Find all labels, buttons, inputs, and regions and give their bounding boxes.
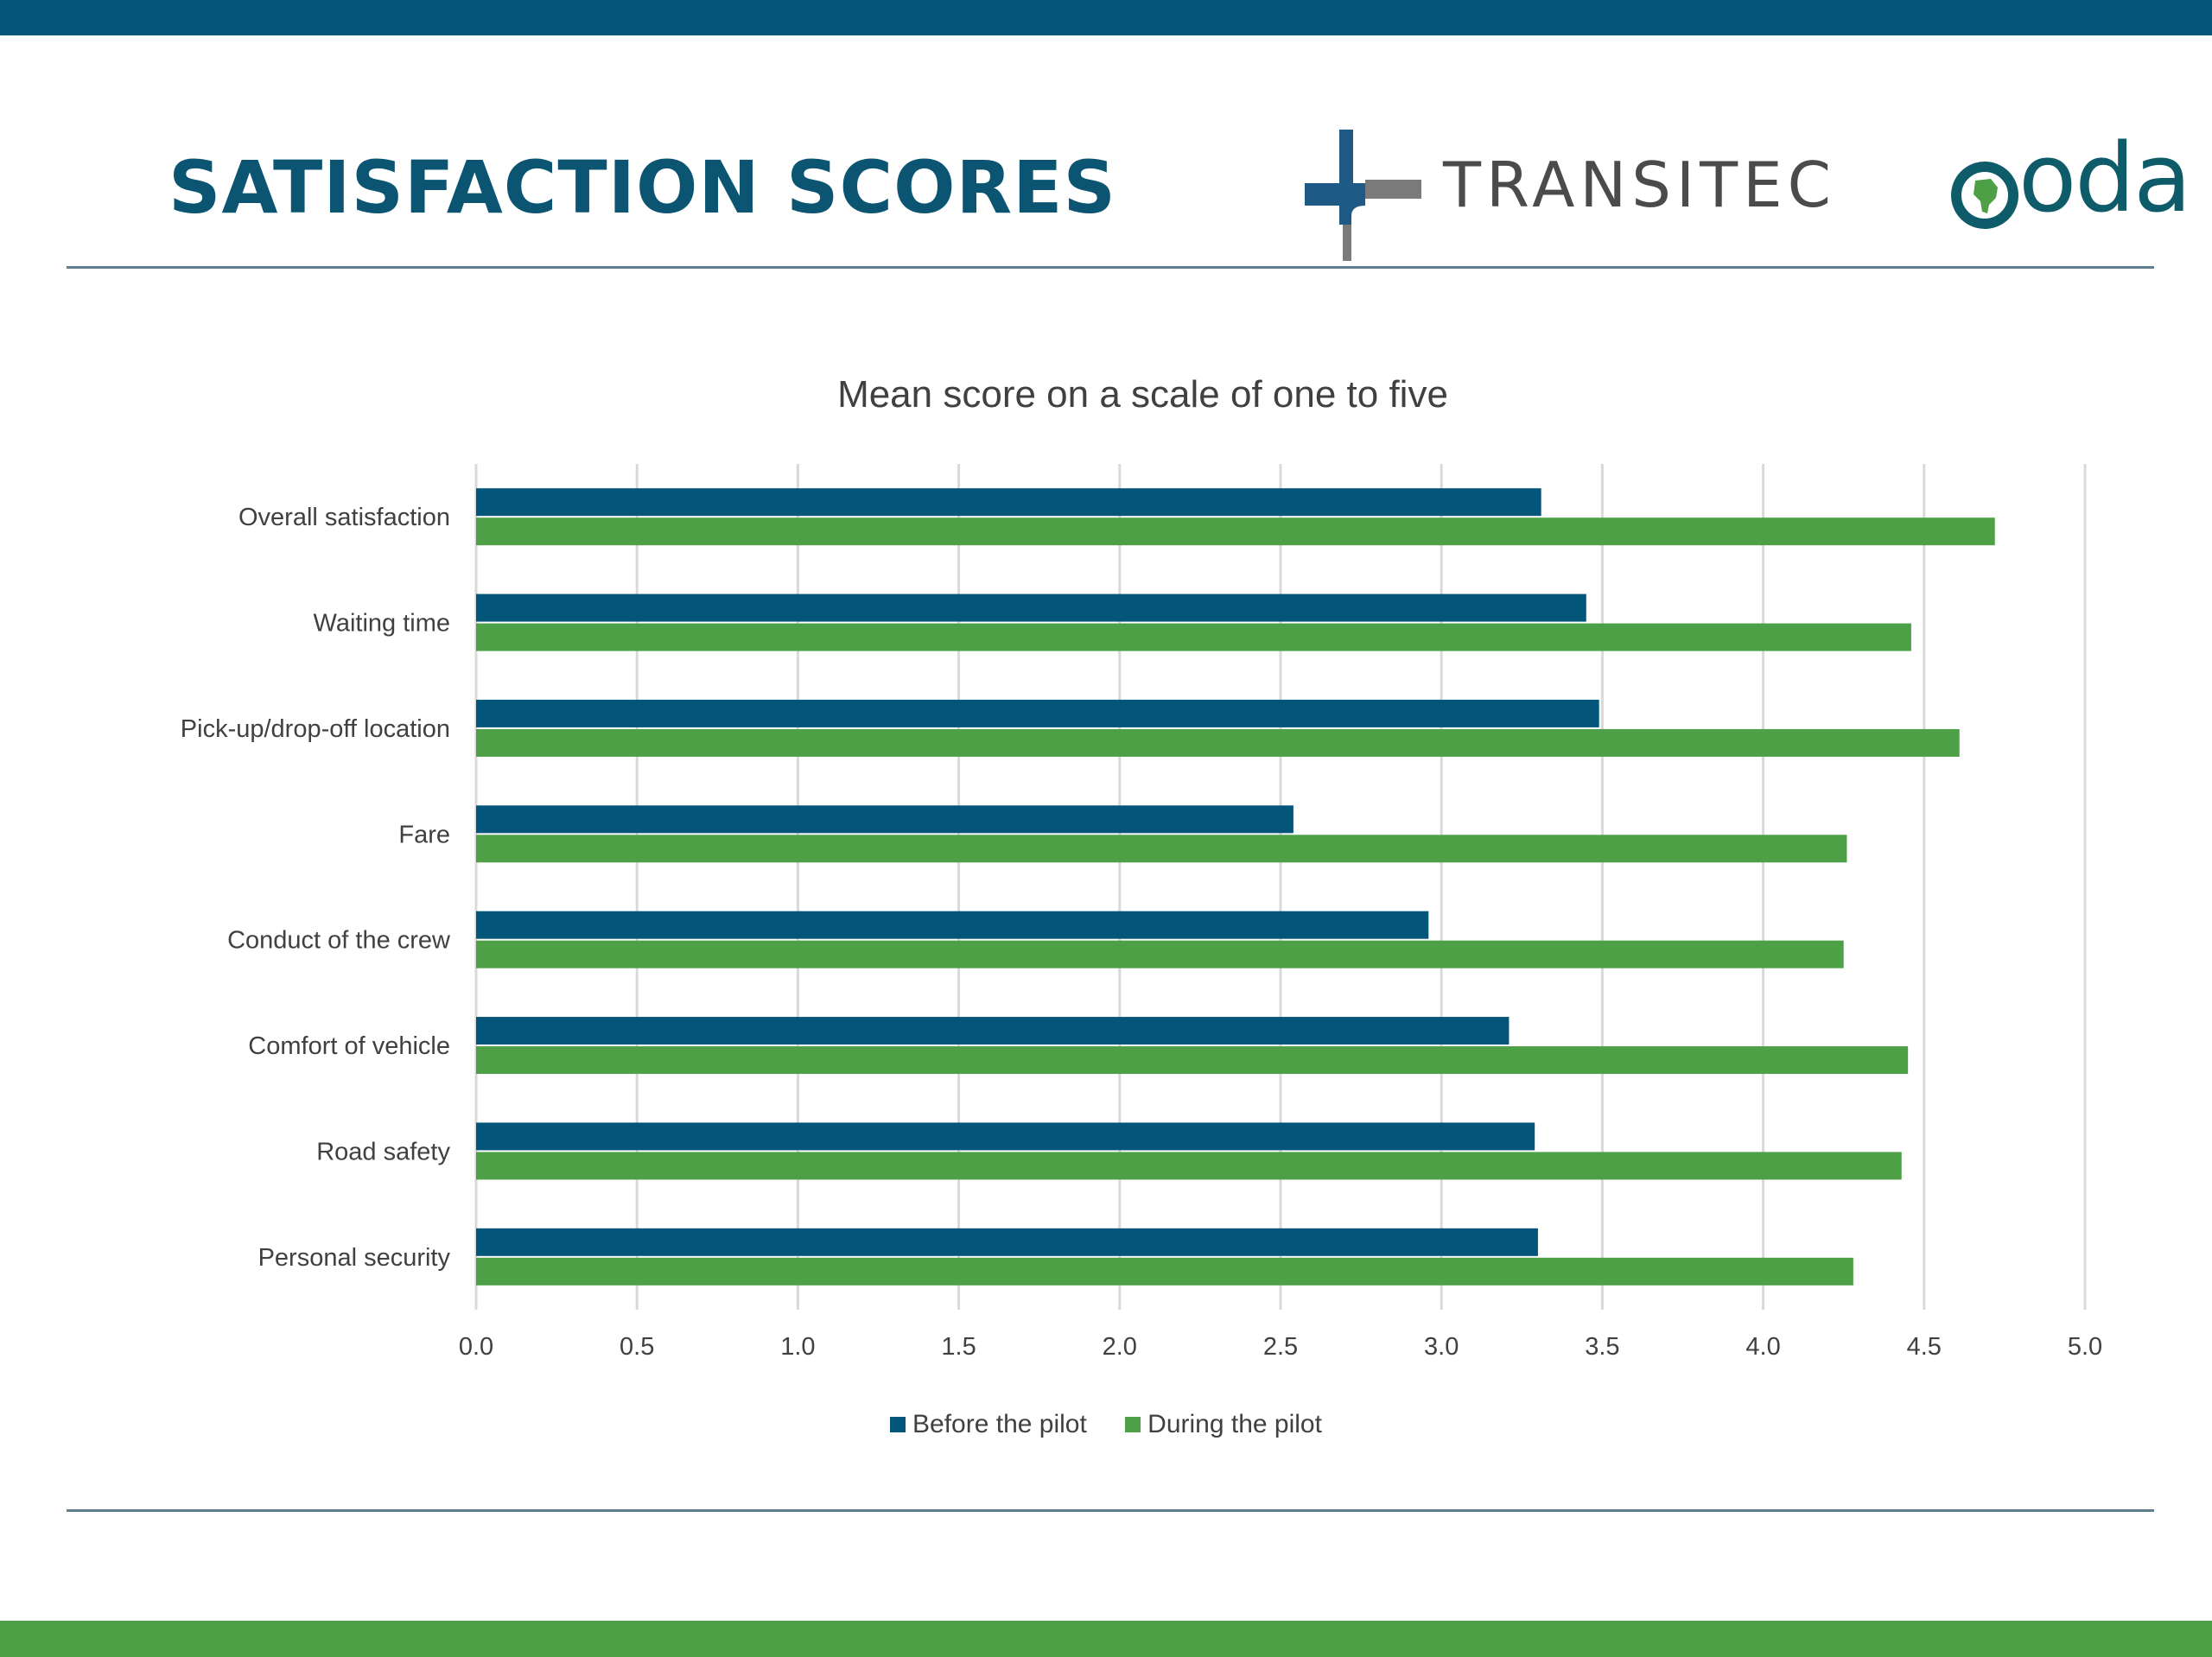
- x-tick-label: 3.5: [1585, 1333, 1619, 1361]
- x-tick-label: 2.0: [1103, 1333, 1137, 1361]
- bar-before: [476, 911, 1429, 939]
- bar-before: [476, 1228, 1538, 1256]
- category-label: Conduct of the crew: [227, 927, 451, 955]
- category-label: Fare: [398, 821, 450, 848]
- bar-before: [476, 699, 1599, 727]
- legend-label-during: During the pilot: [1147, 1410, 1322, 1438]
- bar-before: [476, 1017, 1510, 1045]
- bar-during: [476, 1046, 1909, 1075]
- top-band: [0, 0, 2212, 35]
- legend-item-during: During the pilot: [1125, 1410, 1322, 1439]
- category-label: Pick-up/drop-off location: [181, 715, 450, 743]
- bar-during: [476, 835, 1847, 863]
- oda-wordmark: oda: [2018, 123, 2192, 233]
- category-label: Waiting time: [314, 610, 450, 638]
- page-title: SATISFACTION SCORES: [168, 145, 1117, 230]
- bottom-band: [0, 1621, 2212, 1657]
- x-tick-label: 0.5: [620, 1333, 654, 1361]
- bar-during: [476, 1257, 1853, 1286]
- category-label: Road safety: [316, 1138, 450, 1165]
- category-label: Comfort of vehicle: [248, 1032, 450, 1060]
- category-label: Personal security: [258, 1244, 451, 1272]
- legend-item-before: Before the pilot: [890, 1410, 1087, 1439]
- transitec-cross-icon: [1305, 130, 1421, 261]
- category-label: Overall satisfaction: [238, 504, 450, 531]
- africa-globe-icon: [1951, 162, 2018, 229]
- transitec-wordmark: TRANSITEC: [1443, 149, 1836, 221]
- x-tick-label: 1.0: [780, 1333, 815, 1361]
- header-divider: [67, 266, 2154, 269]
- x-tick-label: 3.0: [1424, 1333, 1459, 1361]
- transitec-logo: TRANSITEC: [1305, 130, 1901, 261]
- x-tick-label: 4.5: [1907, 1333, 1942, 1361]
- x-tick-label: 4.0: [1745, 1333, 1780, 1361]
- legend-label-before: Before the pilot: [912, 1410, 1087, 1438]
- bar-during: [476, 940, 1844, 968]
- footer-divider: [67, 1509, 2154, 1512]
- legend-swatch-before: [890, 1417, 906, 1432]
- bar-before: [476, 805, 1294, 834]
- bar-before: [476, 488, 1541, 517]
- x-tick-label: 2.5: [1263, 1333, 1298, 1361]
- x-tick-label: 0.0: [459, 1333, 493, 1361]
- chart-legend: Before the pilot During the pilot: [0, 1410, 2212, 1439]
- bar-during: [476, 517, 1995, 546]
- bar-during: [476, 728, 1960, 757]
- x-tick-label: 1.5: [941, 1333, 976, 1361]
- bar-before: [476, 594, 1586, 622]
- chart-title: Mean score on a scale of one to five: [837, 373, 1448, 416]
- oda-logo: oda: [1949, 130, 2192, 229]
- bar-before: [476, 1122, 1535, 1151]
- bar-during: [476, 1152, 1902, 1180]
- bar-during: [476, 623, 1911, 651]
- legend-swatch-during: [1125, 1417, 1141, 1432]
- x-tick-label: 5.0: [2068, 1333, 2102, 1361]
